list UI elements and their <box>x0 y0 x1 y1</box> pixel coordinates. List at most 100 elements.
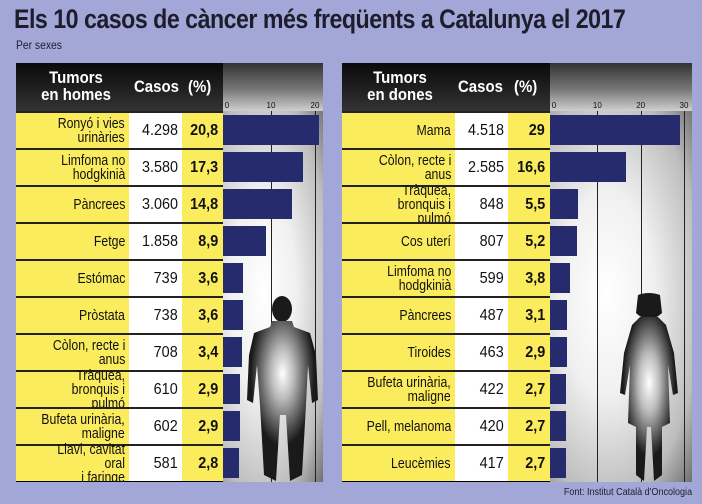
women-bar <box>550 374 566 404</box>
pct-value-text: 2,9 <box>197 380 218 398</box>
men-axis-tick: 10 <box>266 101 276 110</box>
men-header-label: Tumors en homes <box>41 68 111 104</box>
pct-value: 2,7 <box>508 409 550 444</box>
casos-value-text: 599 <box>479 269 504 287</box>
casos-value-text: 807 <box>479 232 504 250</box>
tumor-label-text: Pròstata <box>79 306 125 324</box>
women-panel: Tumors en dones Casos (%) 0 10 20 30 Mama 4.… <box>342 63 692 482</box>
casos-value: 487 <box>455 298 508 333</box>
women-table-row: Tràquea, bronquis i pulmó 848 5,5 <box>342 183 550 226</box>
women-bar <box>550 300 568 330</box>
men-header-casos: Casos <box>134 77 179 96</box>
women-bar <box>550 152 626 182</box>
men-table-row: Estómac 739 3,6 <box>16 259 223 296</box>
tumor-label-text: Pàncrees <box>73 195 125 213</box>
tumor-label: Llavi, cavitat oral i faringe <box>16 442 129 482</box>
casos-value: 1.858 <box>129 224 182 259</box>
casos-value-text: 4.518 <box>467 121 504 139</box>
pct-value-text: 3,6 <box>197 269 218 287</box>
casos-value-text: 420 <box>479 417 504 435</box>
pct-value: 5,2 <box>508 224 550 259</box>
pct-value: 5,5 <box>508 187 550 222</box>
pct-value: 20,8 <box>182 113 223 148</box>
casos-value-text: 610 <box>153 380 178 398</box>
pct-value: 2,7 <box>508 446 550 481</box>
pct-value-text: 2,7 <box>524 454 545 472</box>
women-table-row: Pàncrees 487 3,1 <box>342 296 550 333</box>
casos-value: 463 <box>455 335 508 370</box>
women-table-row: Tiroides 463 2,9 <box>342 333 550 370</box>
women-bar <box>550 411 566 441</box>
women-header-casos: Casos <box>458 77 503 96</box>
women-table-row: Còlon, recte i anus 2.585 16,6 <box>342 148 550 185</box>
tumor-label: Còlon, recte i anus <box>342 150 455 185</box>
pct-value: 29 <box>508 113 550 148</box>
tumor-label-text: Fetge <box>93 232 125 250</box>
men-table-row: Bufeta urinària, maligne 602 2,9 <box>16 407 223 444</box>
tumor-label-text: Cos uterí <box>401 232 451 250</box>
tumor-label: Pàncrees <box>342 298 455 333</box>
tumor-label: Tiroides <box>342 335 455 370</box>
tumor-label: Ronyó i vies urinàries <box>16 113 129 148</box>
women-table-row: Bufeta urinària, maligne 422 2,7 <box>342 370 550 407</box>
casos-value: 422 <box>455 372 508 407</box>
pct-value: 2,8 <box>182 446 223 481</box>
casos-value-text: 487 <box>479 306 504 324</box>
men-panel: Tumors en homes Casos (%) 0 10 20 Ronyó i … <box>16 63 323 482</box>
casos-value-text: 848 <box>479 195 504 213</box>
pct-value: 2,7 <box>508 372 550 407</box>
pct-value-text: 8,9 <box>197 232 218 250</box>
tumor-label-text: Limfoma no hodgkinià <box>386 262 451 294</box>
pct-value: 14,8 <box>182 187 223 222</box>
tumor-label: Limfoma no hodgkinià <box>16 150 129 185</box>
men-bar <box>223 152 304 182</box>
pct-value-text: 17,3 <box>189 158 218 176</box>
tumor-label: Tràquea, bronquis i pulmó <box>342 183 455 226</box>
tumor-label-text: Bufeta urinària, maligne <box>41 410 125 442</box>
women-table-row: Cos uterí 807 5,2 <box>342 222 550 259</box>
pct-value-text: 2,8 <box>197 454 218 472</box>
women-gridline <box>597 111 599 482</box>
tumor-label: Limfoma no hodgkinià <box>342 261 455 296</box>
tumor-label-text: Tiroides <box>407 343 451 361</box>
casos-value: 738 <box>129 298 182 333</box>
men-table-header: Tumors en homes Casos (%) <box>16 63 223 111</box>
pct-value: 17,3 <box>182 150 223 185</box>
women-table-header: Tumors en dones Casos (%) <box>342 63 550 111</box>
casos-value: 610 <box>129 372 182 407</box>
tumor-label-text: Bufeta urinària, maligne <box>367 373 451 405</box>
tumor-label: Bufeta urinària, maligne <box>16 409 129 444</box>
pct-value: 3,6 <box>182 261 223 296</box>
casos-value: 848 <box>455 187 508 222</box>
men-header-pct: (%) <box>188 77 212 96</box>
men-axis-tick: 20 <box>310 101 320 110</box>
men-bar <box>223 300 243 330</box>
men-bar <box>223 411 240 441</box>
men-bar <box>223 337 242 367</box>
casos-value: 417 <box>455 446 508 481</box>
pct-value-text: 2,9 <box>197 417 218 435</box>
women-gridline <box>684 111 685 482</box>
casos-value: 807 <box>455 224 508 259</box>
pct-value-text: 2,7 <box>524 380 545 398</box>
men-table-row: Tràquea, bronquis i pulmó 610 2,9 <box>16 368 223 411</box>
tumor-label: Pell, melanoma <box>342 409 455 444</box>
tumor-label-text: Mama <box>416 121 451 139</box>
tumor-label-text: Ronyó i vies urinàries <box>58 114 125 146</box>
women-bar <box>550 189 578 219</box>
women-bar <box>550 448 566 478</box>
men-table-row: Pàncrees 3.060 14,8 <box>16 185 223 222</box>
tumor-label: Pròstata <box>16 298 129 333</box>
tumor-label: Cos uterí <box>342 224 455 259</box>
tumor-label-text: Tràquea, bronquis i pulmó <box>71 366 125 412</box>
tumor-label-text: Tràquea, bronquis i pulmó <box>397 181 451 227</box>
tumor-label: Mama <box>342 113 455 148</box>
pct-value: 3,6 <box>182 298 223 333</box>
casos-value-text: 708 <box>153 343 178 361</box>
casos-value: 581 <box>129 446 182 481</box>
tumor-label-text: Leucèmies <box>391 454 451 472</box>
casos-value: 4.298 <box>129 113 182 148</box>
pct-value-text: 3,6 <box>197 306 218 324</box>
pct-value-text: 14,8 <box>189 195 218 213</box>
casos-value-text: 417 <box>479 454 504 472</box>
